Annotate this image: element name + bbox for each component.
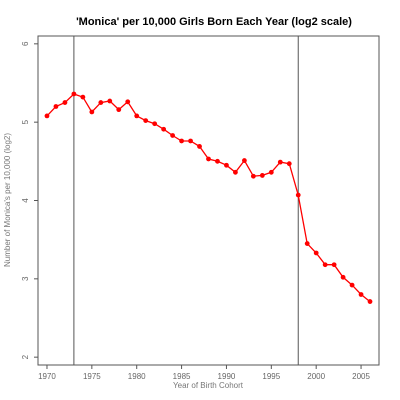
data-point — [286, 161, 292, 167]
data-point — [89, 109, 95, 115]
y-tick-label: 2 — [21, 354, 30, 359]
data-point — [125, 99, 131, 105]
data-point — [304, 241, 310, 246]
data-point — [179, 138, 184, 144]
data-point — [134, 113, 140, 119]
data-point — [107, 98, 113, 104]
data-point — [116, 107, 122, 113]
data-point — [268, 169, 274, 175]
x-tick-label: 1990 — [218, 372, 236, 381]
x-tick-label: 1975 — [83, 372, 101, 381]
data-point — [188, 138, 193, 144]
data-point — [206, 156, 211, 162]
y-tick-label: 5 — [21, 119, 30, 124]
data-point — [44, 113, 50, 119]
data-point — [197, 144, 202, 149]
data-point — [80, 94, 86, 100]
series-group — [44, 91, 373, 304]
data-point — [152, 121, 158, 127]
x-tick-label: 2005 — [352, 372, 370, 381]
data-point — [358, 292, 364, 297]
y-tick-label: 4 — [21, 198, 30, 203]
x-axis-label: Year of Birth Cohort — [173, 381, 244, 390]
data-point — [259, 173, 265, 178]
data-point — [322, 262, 328, 268]
y-axis-label: Number of Monica's per 10,000 (log2) — [3, 133, 12, 267]
y-tick-label: 3 — [21, 276, 30, 281]
reference-lines — [73, 36, 299, 365]
data-point — [215, 158, 220, 164]
data-point — [241, 158, 247, 163]
data-point — [331, 262, 337, 268]
data-point — [233, 169, 238, 175]
x-tick-label: 1985 — [173, 372, 191, 381]
data-point — [367, 299, 373, 304]
y-axis: 2 3 4 5 6 — [21, 41, 38, 359]
data-point — [340, 274, 346, 280]
series-line — [46, 93, 371, 303]
chart-title: 'Monica' per 10,000 Girls Born Each Year… — [76, 16, 352, 28]
data-point — [71, 91, 77, 97]
y-tick-label: 6 — [21, 41, 30, 46]
data-point — [143, 118, 149, 123]
data-point — [62, 100, 68, 105]
data-point — [313, 250, 319, 256]
data-point — [224, 162, 229, 168]
x-tick-label: 1995 — [262, 372, 280, 381]
plot-frame — [37, 35, 380, 366]
data-point — [161, 126, 167, 132]
x-tick-label: 1970 — [38, 372, 56, 381]
x-tick-label: 2000 — [307, 372, 325, 381]
data-point — [349, 282, 355, 288]
x-tick-label: 1980 — [128, 372, 146, 381]
data-point — [98, 100, 104, 105]
data-point — [295, 192, 301, 198]
data-point — [250, 173, 256, 179]
x-axis: 1970 1975 1980 1985 1990 1995 2000 2005 — [38, 365, 371, 381]
data-point — [277, 159, 283, 165]
data-point — [53, 104, 59, 109]
data-point — [170, 133, 176, 138]
